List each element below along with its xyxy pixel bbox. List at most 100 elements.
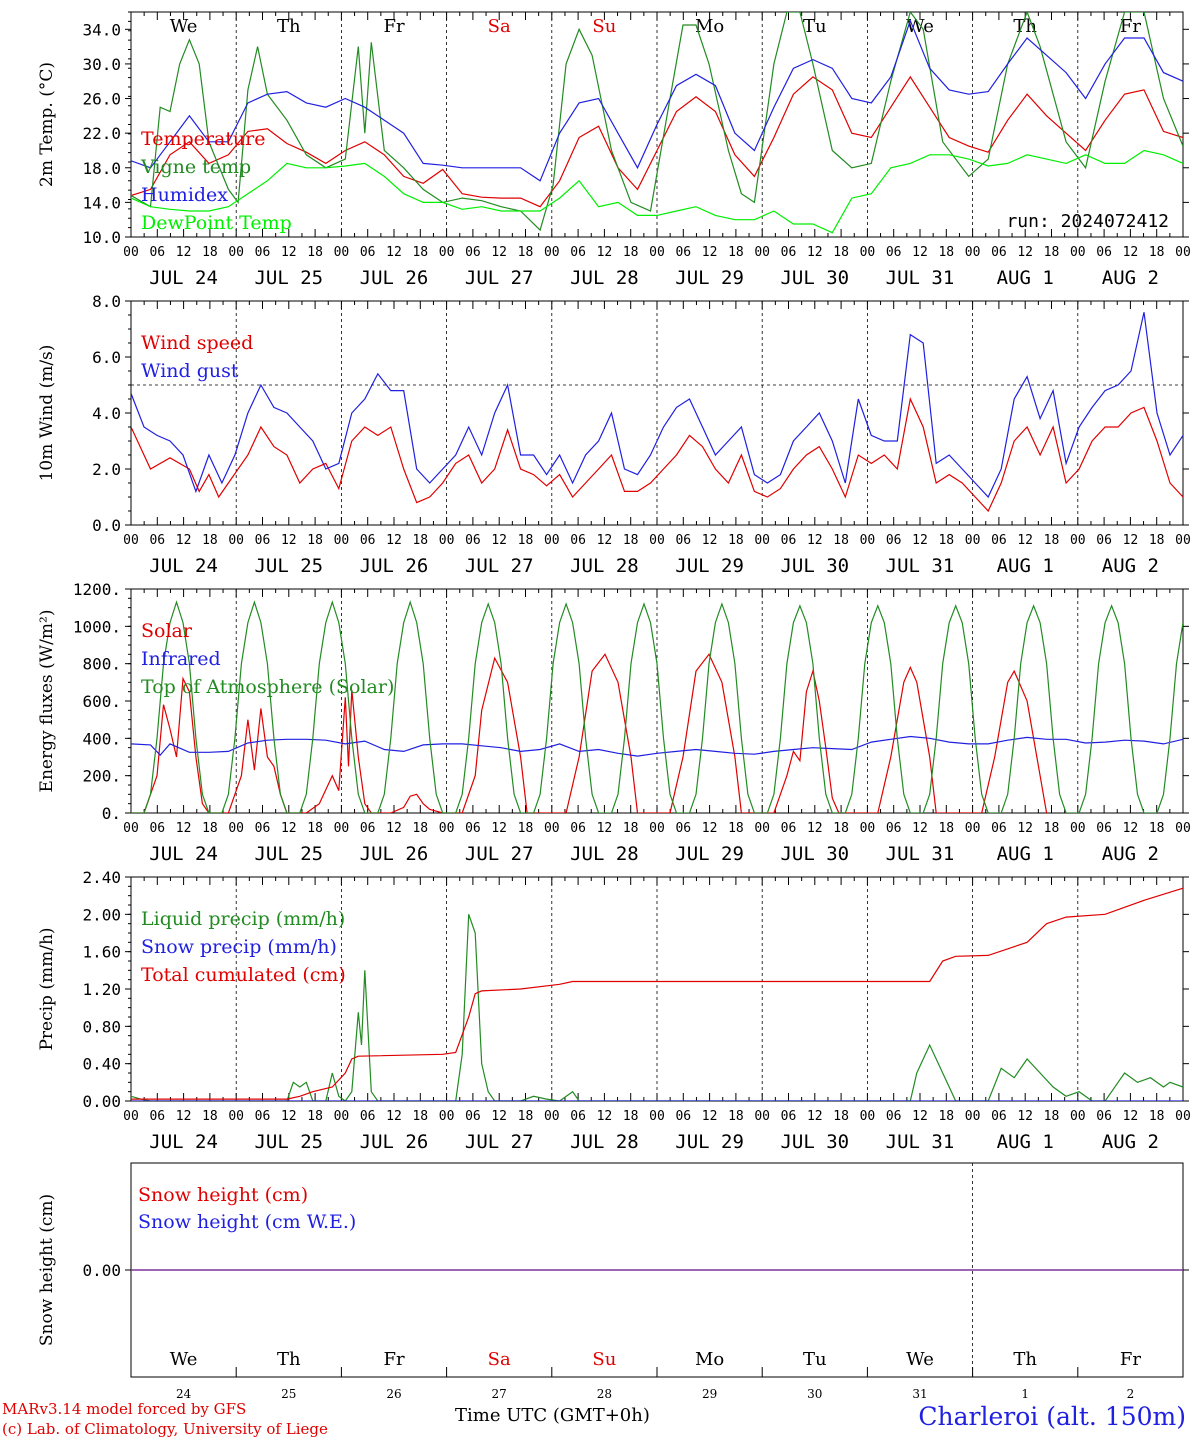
day-label: JUL 28 bbox=[570, 267, 639, 289]
hour-tick-label: 00 bbox=[123, 821, 139, 836]
weekday-label: Sa bbox=[488, 16, 511, 37]
weekday-label: Tu bbox=[803, 1349, 827, 1370]
day-number-label: 1 bbox=[1021, 1387, 1029, 1401]
hour-tick-label: 06 bbox=[1096, 821, 1112, 836]
hour-tick-label: 00 bbox=[1070, 821, 1086, 836]
weekday-label: Th bbox=[277, 16, 301, 37]
hour-tick-label: 18 bbox=[1044, 245, 1060, 260]
hour-tick-label: 12 bbox=[1123, 533, 1139, 548]
hour-tick-label: 12 bbox=[176, 533, 192, 548]
hour-tick-label: 06 bbox=[255, 533, 271, 548]
hour-tick-label: 12 bbox=[281, 245, 297, 260]
hour-tick-label: 12 bbox=[912, 533, 928, 548]
lab-credit: (c) Lab. of Climatology, University of L… bbox=[2, 1420, 328, 1438]
day-label: AUG 1 bbox=[997, 555, 1054, 577]
hour-tick-label: 12 bbox=[597, 245, 613, 260]
day-label: AUG 1 bbox=[997, 843, 1054, 865]
hour-tick-label: 00 bbox=[334, 821, 350, 836]
hour-tick-label: 12 bbox=[176, 821, 192, 836]
y-tick-label: 0.0 bbox=[92, 516, 121, 535]
day-label: JUL 26 bbox=[360, 1131, 429, 1153]
hour-tick-label: 00 bbox=[860, 821, 876, 836]
hour-tick-label: 00 bbox=[754, 821, 770, 836]
hour-tick-label: 18 bbox=[623, 533, 639, 548]
hour-tick-label: 12 bbox=[912, 1109, 928, 1124]
day-label: JUL 24 bbox=[149, 843, 218, 865]
day-number-label: 29 bbox=[702, 1387, 717, 1401]
hour-tick-label: 12 bbox=[281, 533, 297, 548]
weekday-label: Fr bbox=[1120, 1349, 1141, 1370]
hour-tick-label: 00 bbox=[439, 533, 455, 548]
y-tick-label: 1.20 bbox=[82, 980, 121, 999]
hour-tick-label: 00 bbox=[228, 533, 244, 548]
hour-tick-label: 00 bbox=[754, 1109, 770, 1124]
series-line-top-of-atmosphere-solar- bbox=[131, 600, 1183, 813]
hour-tick-label: 18 bbox=[833, 821, 849, 836]
hour-tick-label: 00 bbox=[649, 1109, 665, 1124]
legend-entry: Snow height (cm) bbox=[138, 1184, 308, 1206]
hour-tick-label: 12 bbox=[702, 533, 718, 548]
hour-tick-label: 00 bbox=[544, 533, 560, 548]
series-line-vigne-temp bbox=[131, 12, 1183, 232]
hour-tick-label: 18 bbox=[307, 245, 323, 260]
hour-tick-label: 06 bbox=[570, 821, 586, 836]
series-line-total-cumulated-cm- bbox=[131, 887, 1183, 1100]
weekday-label: Su bbox=[592, 1349, 616, 1370]
legend-entry: Wind speed bbox=[141, 332, 253, 354]
series-line-humidex bbox=[131, 18, 1183, 182]
hour-tick-label: 00 bbox=[334, 1109, 350, 1124]
day-label: AUG 1 bbox=[997, 1131, 1054, 1153]
y-tick-label: 1000. bbox=[73, 617, 121, 636]
day-label: JUL 25 bbox=[254, 555, 323, 577]
series-line-dewpoint-temp bbox=[131, 149, 1183, 234]
day-label: JUL 24 bbox=[149, 267, 218, 289]
y-tick-label: 0.40 bbox=[82, 1055, 121, 1074]
hour-tick-label: 00 bbox=[1070, 533, 1086, 548]
day-label: JUL 26 bbox=[360, 267, 429, 289]
hour-tick-label: 12 bbox=[386, 533, 402, 548]
hour-tick-label: 18 bbox=[412, 1109, 428, 1124]
hour-tick-label: 12 bbox=[912, 245, 928, 260]
hour-tick-label: 18 bbox=[307, 533, 323, 548]
hour-tick-label: 18 bbox=[938, 245, 954, 260]
y-tick-label: 6.0 bbox=[92, 348, 121, 367]
hour-tick-label: 00 bbox=[228, 1109, 244, 1124]
legend-entry: Snow precip (mm/h) bbox=[141, 936, 337, 958]
hour-tick-label: 12 bbox=[386, 1109, 402, 1124]
hour-tick-label: 06 bbox=[991, 1109, 1007, 1124]
hour-tick-label: 18 bbox=[202, 533, 218, 548]
hour-tick-label: 00 bbox=[754, 533, 770, 548]
hour-tick-label: 12 bbox=[807, 1109, 823, 1124]
hour-tick-label: 12 bbox=[912, 821, 928, 836]
weekday-label: We bbox=[170, 1349, 198, 1370]
hour-tick-label: 12 bbox=[1017, 1109, 1033, 1124]
hour-tick-label: 06 bbox=[465, 245, 481, 260]
hour-tick-label: 12 bbox=[1017, 533, 1033, 548]
hour-tick-label: 00 bbox=[439, 245, 455, 260]
y-tick-label: 2.40 bbox=[82, 868, 121, 887]
legend-entry: Total cumulated (cm) bbox=[141, 964, 346, 986]
day-label: JUL 31 bbox=[886, 267, 955, 289]
weekday-label: Th bbox=[1013, 1349, 1037, 1370]
weekday-label: Mo bbox=[695, 16, 724, 37]
hour-tick-label: 06 bbox=[886, 245, 902, 260]
hour-tick-label: 06 bbox=[991, 245, 1007, 260]
day-label: JUL 30 bbox=[780, 555, 849, 577]
day-label: JUL 28 bbox=[570, 555, 639, 577]
hour-tick-label: 12 bbox=[491, 821, 507, 836]
hour-tick-label: 00 bbox=[1175, 533, 1191, 548]
day-label: JUL 24 bbox=[149, 1131, 218, 1153]
hour-tick-label: 06 bbox=[886, 533, 902, 548]
hour-tick-label: 06 bbox=[255, 821, 271, 836]
hour-tick-label: 06 bbox=[675, 821, 691, 836]
day-label: AUG 2 bbox=[1102, 843, 1159, 865]
hour-tick-label: 18 bbox=[833, 1109, 849, 1124]
y-tick-label: 8.0 bbox=[92, 292, 121, 311]
day-label: JUL 31 bbox=[886, 1131, 955, 1153]
hour-tick-label: 12 bbox=[597, 821, 613, 836]
hour-tick-label: 18 bbox=[728, 1109, 744, 1124]
hour-tick-label: 18 bbox=[728, 245, 744, 260]
day-label: JUL 31 bbox=[886, 555, 955, 577]
weekday-label: Fr bbox=[1120, 16, 1141, 37]
hour-tick-label: 12 bbox=[491, 1109, 507, 1124]
